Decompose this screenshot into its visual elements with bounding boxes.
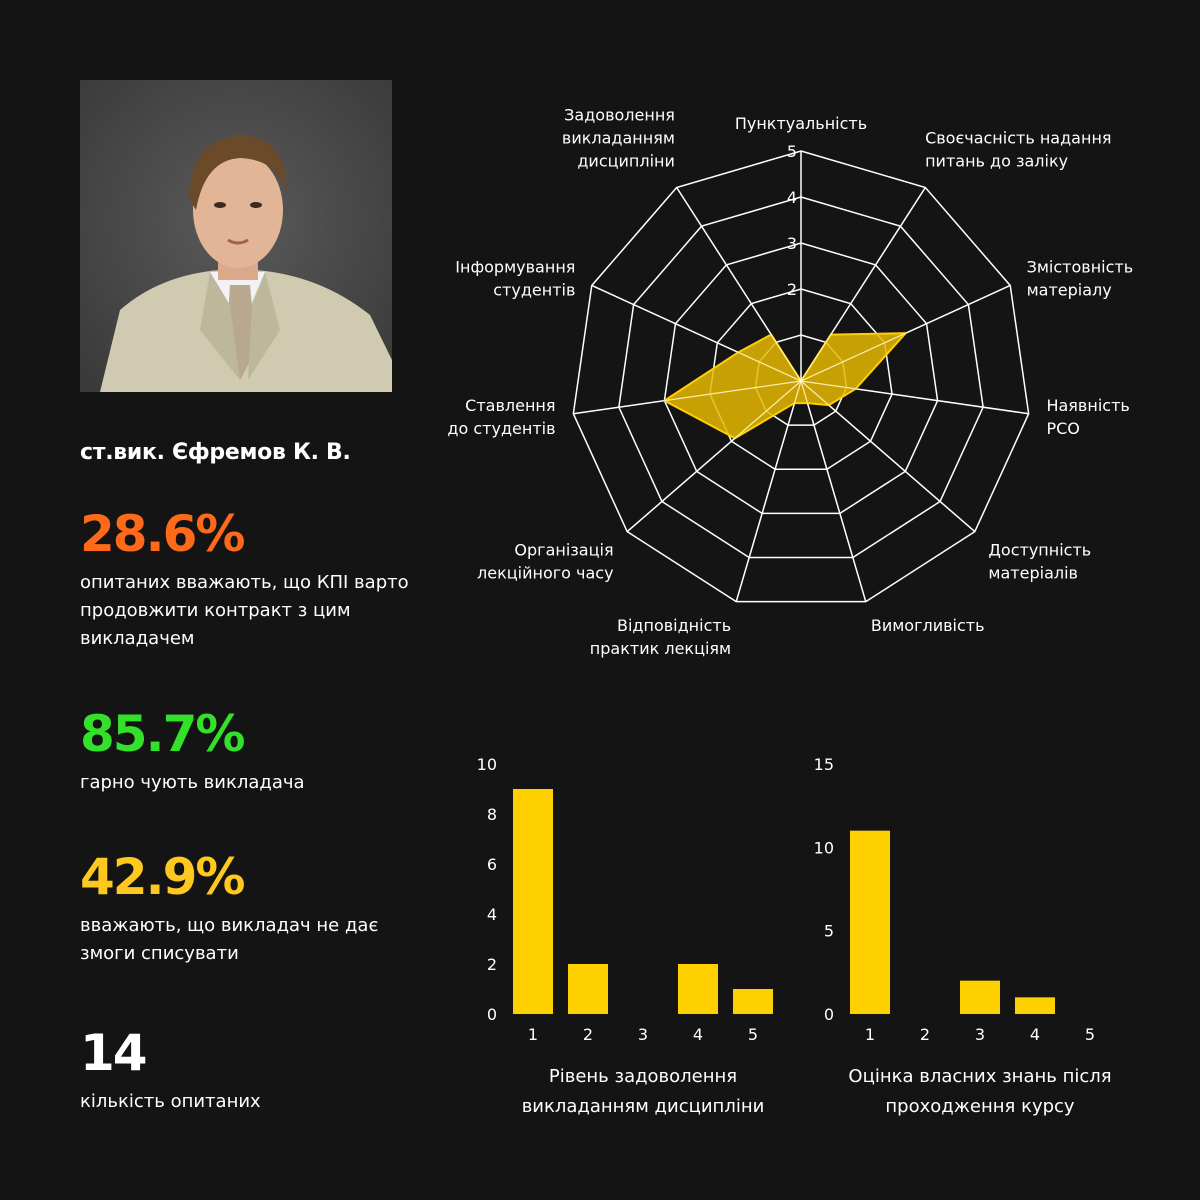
radar-axis-label: Доступність матеріалів bbox=[988, 540, 1091, 582]
bar-y-tick-label: 6 bbox=[487, 855, 497, 874]
stat-respondents-text: кількість опитаних bbox=[80, 1091, 261, 1112]
radar-axis-label: Своєчасність надання питань до заліку bbox=[925, 128, 1111, 170]
radar-spoke-overlay bbox=[800, 380, 976, 532]
stat-hearing: 85.7% гарно чують викладача bbox=[80, 705, 410, 797]
bar-y-tick-label: 0 bbox=[487, 1005, 497, 1024]
radar-tick-label: 4 bbox=[787, 188, 797, 207]
stat-respondents: 14 кількість опитаних bbox=[80, 1024, 410, 1116]
bar-y-tick-label: 10 bbox=[477, 755, 497, 774]
radar-axis-label: Ставлення до студентів bbox=[447, 396, 555, 438]
radar-spoke-overlay bbox=[800, 187, 926, 382]
radar-spoke-overlay bbox=[800, 380, 867, 602]
radar-axis-label: Вимогливість bbox=[871, 616, 985, 635]
bar-y-tick-label: 4 bbox=[487, 905, 497, 924]
radar-tick-label: 5 bbox=[787, 142, 797, 161]
stat-hearing-value: 85.7% bbox=[80, 705, 245, 763]
radar-data-area bbox=[662, 332, 908, 440]
bar bbox=[513, 789, 553, 1014]
radar-axis-label: Відповідність практик лекціям bbox=[590, 616, 731, 658]
radar-tick-label: 3 bbox=[787, 234, 797, 253]
radar-chart: 2 3 4 5 Пунктуальність Своєчасність надання пи… bbox=[447, 105, 1134, 658]
stat-cheating-value: 42.9% bbox=[80, 848, 245, 906]
bar bbox=[678, 964, 718, 1014]
radar-spoke-overlay bbox=[626, 380, 802, 532]
instructor-name: ст.вик. Єфремов К. В. bbox=[80, 440, 351, 465]
radar-spoke-overlay bbox=[573, 380, 802, 415]
bar bbox=[568, 964, 608, 1014]
bar-x-tick-label: 3 bbox=[638, 1025, 648, 1044]
bar bbox=[733, 989, 773, 1014]
bar-x-axis-label: Рівень задоволення викладанням дисципліни bbox=[522, 1066, 765, 1117]
bar-y-tick-label: 2 bbox=[487, 955, 497, 974]
radar-spoke-overlay bbox=[591, 284, 802, 382]
radar-ring bbox=[618, 196, 984, 559]
radar-spoke-overlay bbox=[735, 380, 802, 602]
radar-ring bbox=[572, 150, 1030, 603]
radar-axis-label: Пунктуальність bbox=[735, 114, 867, 133]
stat-cheating-text: вважають, що викладач не дає змоги спису… bbox=[80, 915, 379, 964]
radar-axis-label: Організація лекційного часу bbox=[477, 540, 614, 582]
bar-x-tick-label: 1 bbox=[528, 1025, 538, 1044]
bar-y-tick-label: 8 bbox=[487, 805, 497, 824]
radar-spoke-overlay bbox=[800, 284, 1011, 382]
bar-x-tick-label: 5 bbox=[748, 1025, 758, 1044]
stat-hearing-text: гарно чують викладача bbox=[80, 772, 305, 793]
instructor-photo bbox=[80, 80, 392, 392]
radar-spoke-overlay bbox=[676, 187, 802, 382]
stat-contract: 28.6% опитаних вважають, що КПІ варто пр… bbox=[80, 505, 410, 653]
stat-contract-text: опитаних вважають, що КПІ варто продовжи… bbox=[80, 572, 409, 649]
radar-axis-label: Наявність РСО bbox=[1046, 396, 1129, 438]
radar-ring bbox=[663, 242, 939, 515]
stat-contract-value: 28.6% bbox=[80, 505, 245, 563]
radar-axis-label: Інформування студентів bbox=[455, 257, 575, 299]
radar-tick-label: 2 bbox=[787, 280, 797, 299]
stat-respondents-value: 14 bbox=[80, 1024, 148, 1082]
radar-axis-label: Задоволення викладанням дисципліни bbox=[562, 105, 675, 170]
radar-axis-label: Змістовність матеріалу bbox=[1027, 257, 1134, 299]
radar-spoke-overlay bbox=[800, 380, 1029, 415]
bar-x-tick-label: 4 bbox=[693, 1025, 703, 1044]
bar-x-tick-label: 2 bbox=[583, 1025, 593, 1044]
stat-cheating: 42.9% вважають, що викладач не дає змоги… bbox=[80, 848, 410, 968]
